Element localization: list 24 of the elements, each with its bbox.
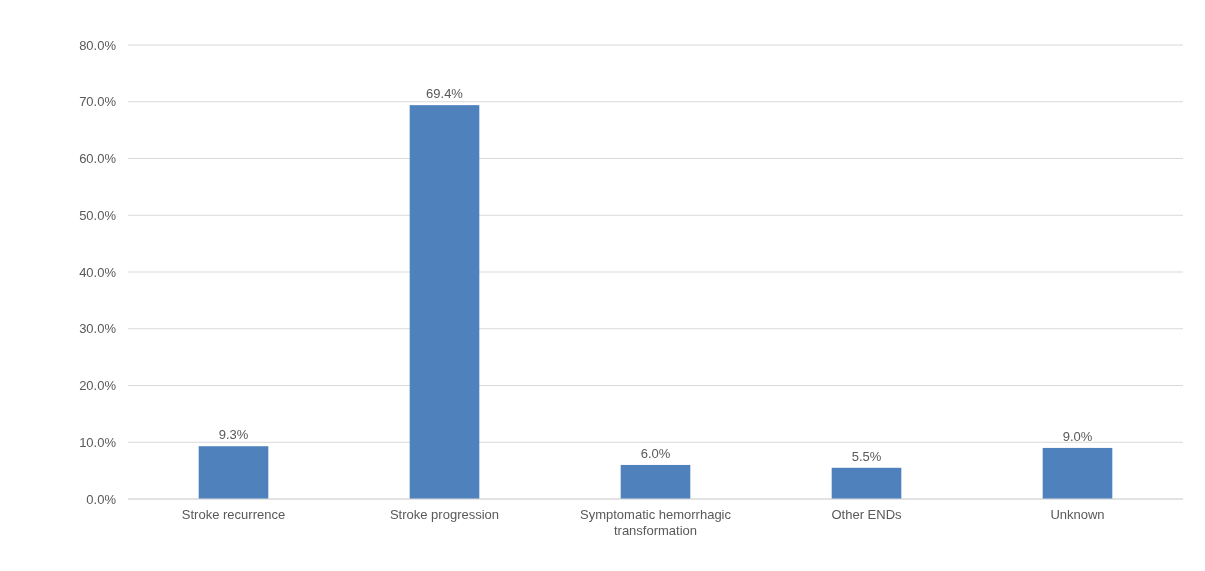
data-label: 69.4% [426, 86, 464, 102]
y-tick-label: 20.0% [79, 378, 117, 394]
data-label: 6.0% [640, 445, 671, 461]
y-tick-label: 50.0% [79, 207, 117, 223]
x-tick-label: Other ENDs [831, 507, 903, 522]
data-label: 9.3% [218, 427, 249, 443]
y-tick-label: 60.0% [79, 151, 117, 167]
bar [198, 446, 269, 499]
y-tick-label: 70.0% [79, 94, 117, 110]
x-tick-label: Symptomatic hemorrhagic transformation [580, 507, 732, 538]
y-tick-label: 30.0% [79, 321, 117, 337]
data-label: 9.0% [1062, 428, 1093, 444]
data-label: 5.5% [851, 448, 882, 464]
x-tick-label: Unknown [1050, 507, 1105, 522]
y-tick-label: 0.0% [86, 491, 117, 507]
bar [409, 105, 480, 499]
bar [831, 467, 902, 499]
y-tick-label: 40.0% [79, 264, 117, 280]
y-tick-label: 80.0% [79, 37, 117, 53]
y-tick-label: 10.0% [79, 434, 117, 450]
x-tick-label: Stroke progression [389, 507, 500, 522]
bar [1042, 447, 1113, 499]
x-tick-label: Stroke recurrence [181, 507, 286, 522]
bar [620, 464, 691, 499]
